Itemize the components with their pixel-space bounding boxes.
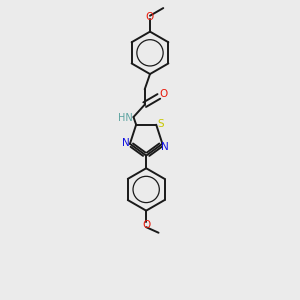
Text: HN: HN	[118, 113, 133, 123]
Text: O: O	[142, 220, 150, 230]
Text: O: O	[160, 89, 168, 99]
Text: N: N	[160, 142, 168, 152]
Text: S: S	[157, 118, 164, 128]
Text: N: N	[122, 138, 129, 148]
Text: O: O	[146, 13, 154, 22]
